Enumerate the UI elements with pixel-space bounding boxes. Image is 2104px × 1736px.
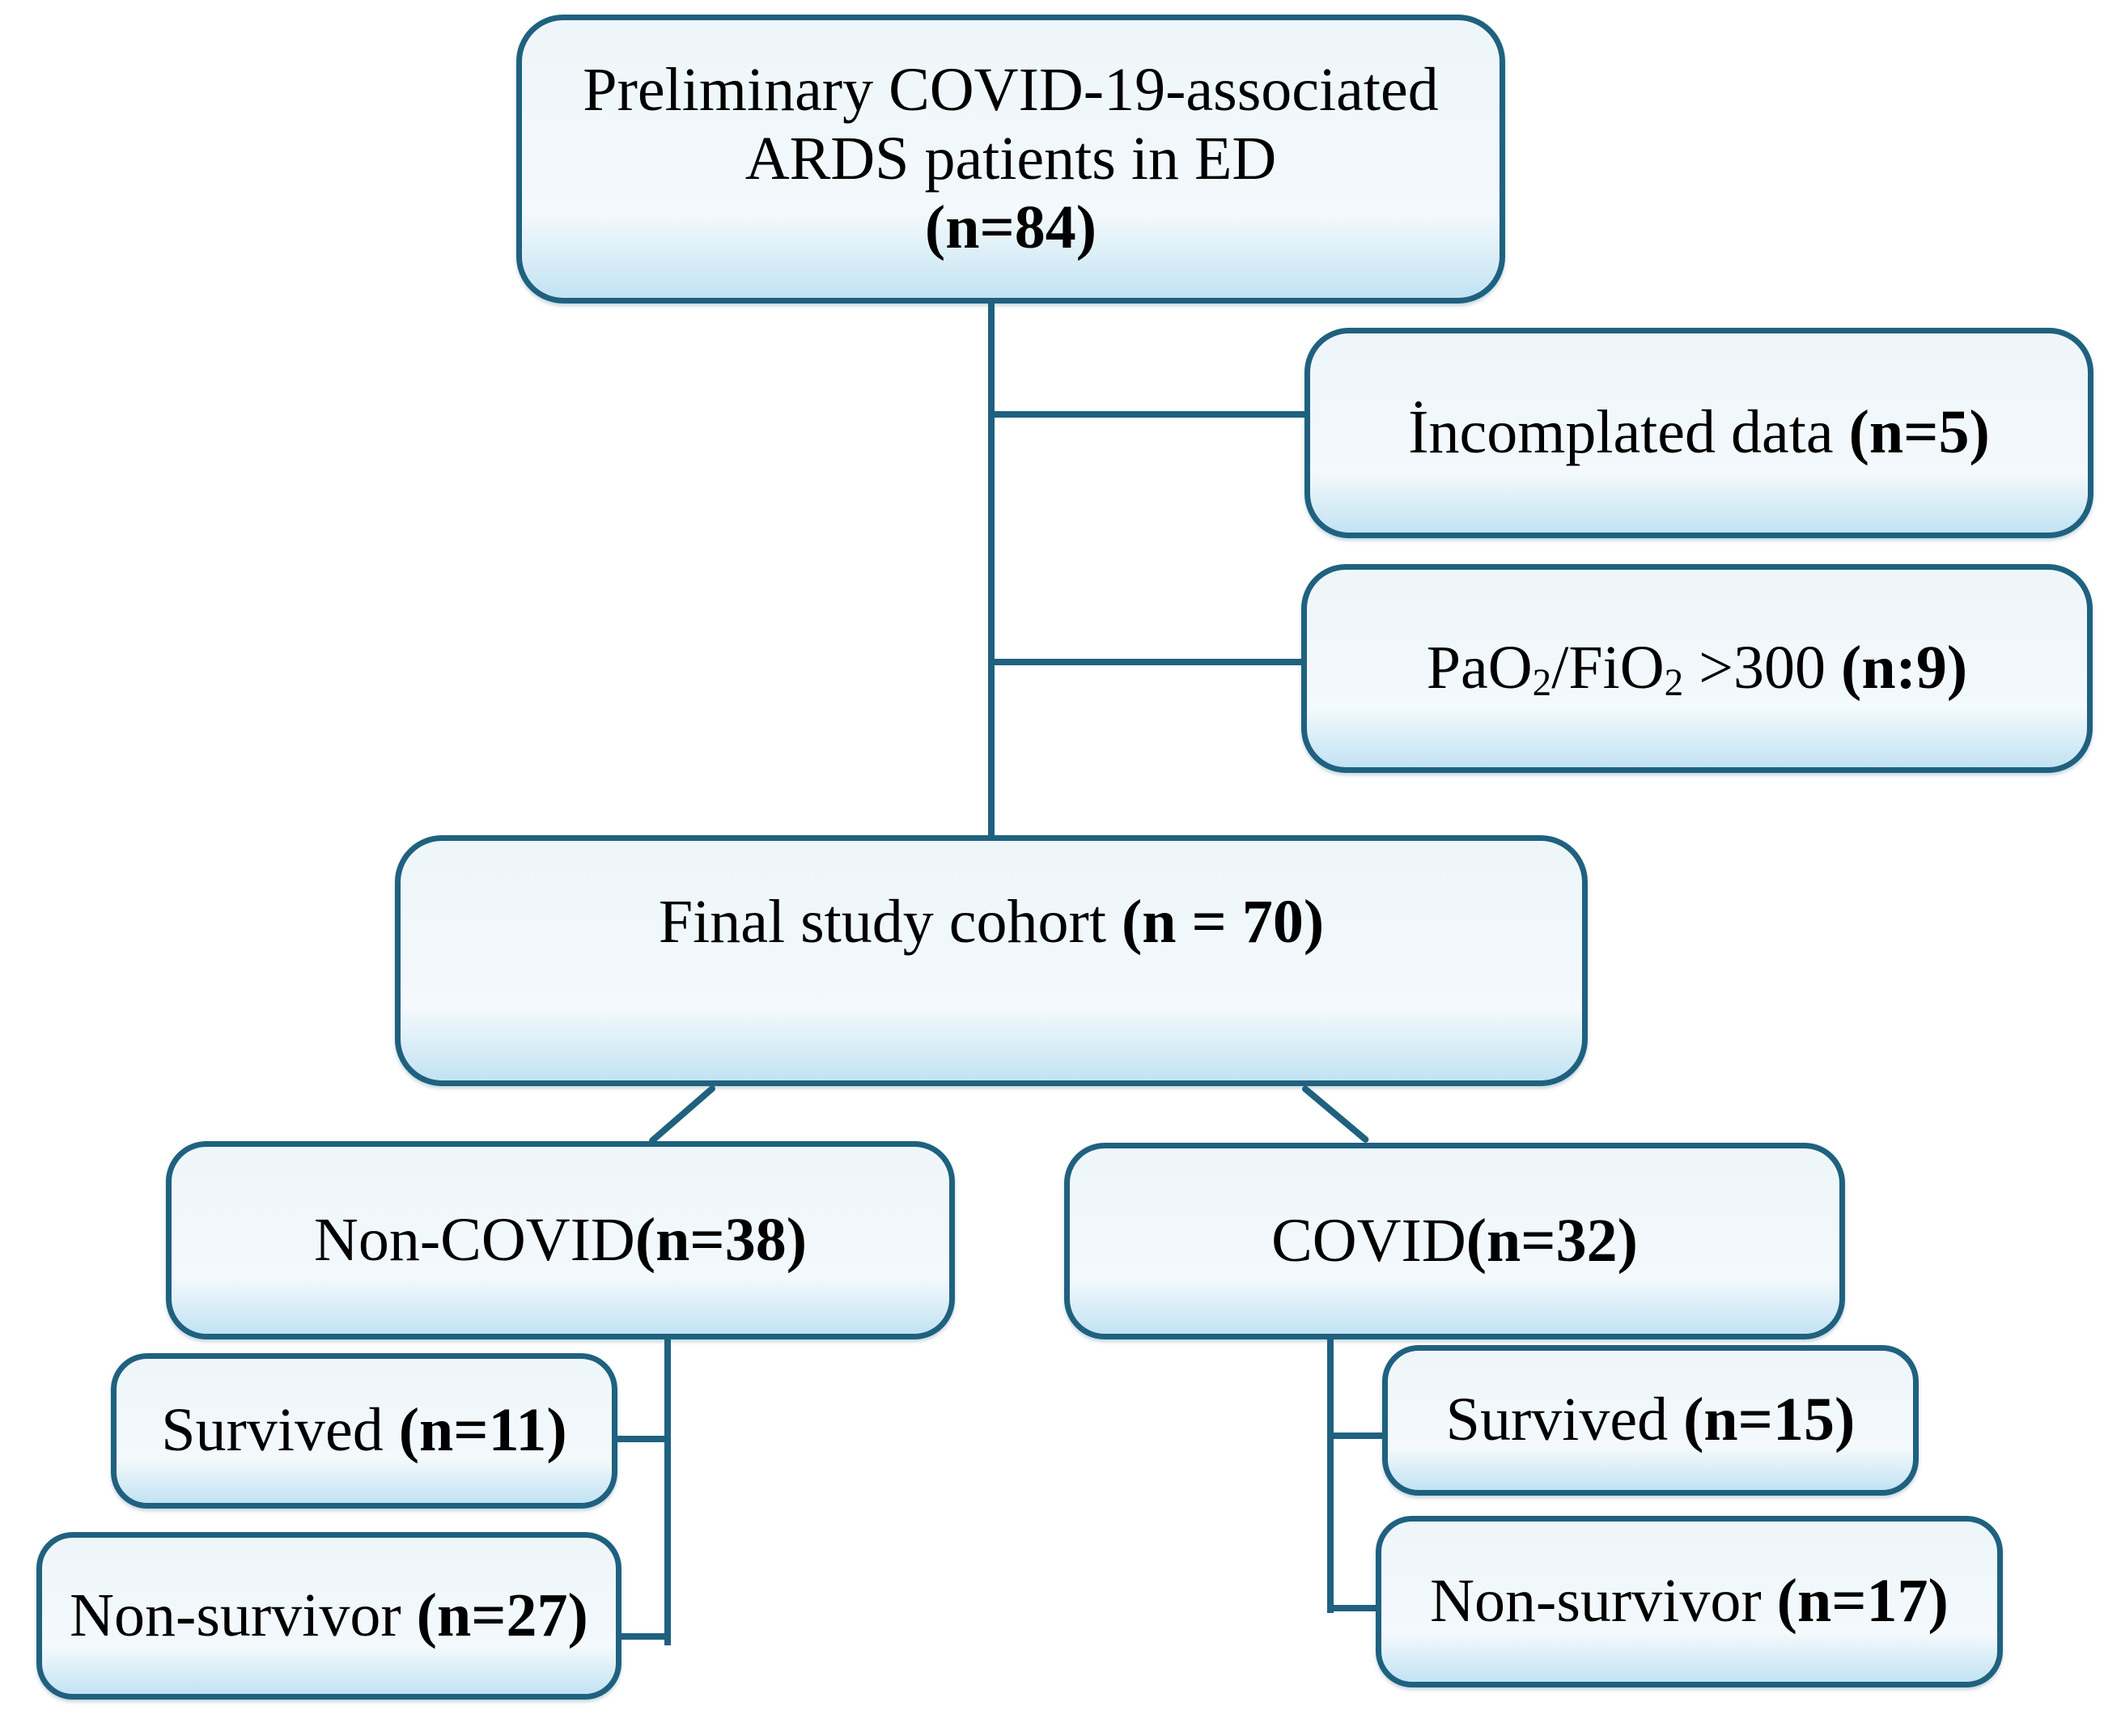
box-text-line: Non-COVID(n=38): [314, 1206, 807, 1275]
box-label: İncomplated data: [1408, 398, 1849, 467]
box-count: (n=5): [1848, 398, 1990, 467]
box-label: Survived: [1445, 1386, 1684, 1454]
box-label: Survived: [161, 1396, 399, 1465]
box-pf-ratio-exclusion: PaO2/FiO2 >300 (n:9): [1301, 564, 2093, 773]
box-count: (n=11): [398, 1396, 567, 1465]
box-count: (n=15): [1683, 1386, 1856, 1454]
box-text-line: Preliminary COVID-19-associated: [583, 55, 1439, 124]
box-survived-covid: Survived (n=15): [1382, 1345, 1919, 1496]
connector-stub-survived-covid: [1330, 1433, 1384, 1439]
box-text-line: Survived (n=11): [161, 1396, 566, 1465]
box-count: (n = 70): [1121, 888, 1325, 956]
box-count: (n=27): [416, 1581, 588, 1649]
box-label: PaO: [1426, 634, 1533, 702]
box-count: (n=32): [1466, 1206, 1638, 1275]
box-count: (n=84): [924, 193, 1097, 262]
box-count: (n:9): [1841, 634, 1968, 702]
box-count: (n=38): [634, 1205, 808, 1274]
box-label: Non-survivor: [70, 1581, 417, 1649]
box-label: /FiO: [1551, 634, 1665, 702]
box-text-line: COVID(n=32): [1271, 1207, 1638, 1275]
box-label: COVID: [1271, 1206, 1466, 1275]
box-non-survivor-covid: Non-survivor (n=17): [1376, 1516, 2003, 1687]
box-final-study-cohort: Final study cohort (n = 70): [395, 835, 1588, 1086]
box-label: Final study cohort: [658, 888, 1122, 956]
box-count: (n=17): [1776, 1567, 1949, 1636]
box-text-line: Survived (n=15): [1446, 1386, 1856, 1454]
box-preliminary-ards-patients: Preliminary COVID-19-associated ARDS pat…: [516, 15, 1505, 303]
box-text-line: Non-survivor (n=17): [1430, 1567, 1949, 1636]
box-text-line: Non-survivor (n=27): [70, 1581, 588, 1650]
connector-stub-incomplete-data: [991, 411, 1306, 418]
box-text-line: İncomplated data (n=5): [1408, 398, 1990, 467]
box-text-line: PaO2/FiO2 >300 (n:9): [1427, 634, 1967, 702]
box-covid-group: COVID(n=32): [1064, 1143, 1845, 1339]
subscript: 2: [1664, 661, 1684, 704]
box-incomplete-data-exclusion: İncomplated data (n=5): [1304, 328, 2093, 538]
connector-trunk-vertical: [988, 303, 995, 838]
connector-diagonal-to-covid: [1300, 1084, 1371, 1144]
box-text-line: Final study cohort (n = 70): [659, 888, 1324, 957]
connector-stub-survived-non-covid: [613, 1436, 668, 1442]
subscript: 2: [1532, 661, 1552, 704]
connector-stub-non-survivor-covid: [1330, 1605, 1377, 1611]
connector-diagonal-to-non-covid: [647, 1084, 717, 1146]
connector-covid-vertical: [1327, 1338, 1334, 1613]
box-label: Non-survivor: [1430, 1567, 1777, 1636]
box-non-covid-group: Non-COVID(n=38): [166, 1141, 955, 1339]
box-label: >300: [1683, 634, 1842, 702]
connector-stub-non-survivor-non-covid: [617, 1633, 668, 1640]
box-text-line: ARDS patients in ED: [744, 124, 1277, 193]
box-survived-non-covid: Survived (n=11): [111, 1353, 617, 1509]
connector-stub-pf-ratio: [991, 659, 1303, 665]
box-label: Non-COVID: [313, 1205, 635, 1274]
connector-non-covid-vertical: [664, 1338, 671, 1645]
box-non-survivor-non-covid: Non-survivor (n=27): [36, 1532, 621, 1700]
